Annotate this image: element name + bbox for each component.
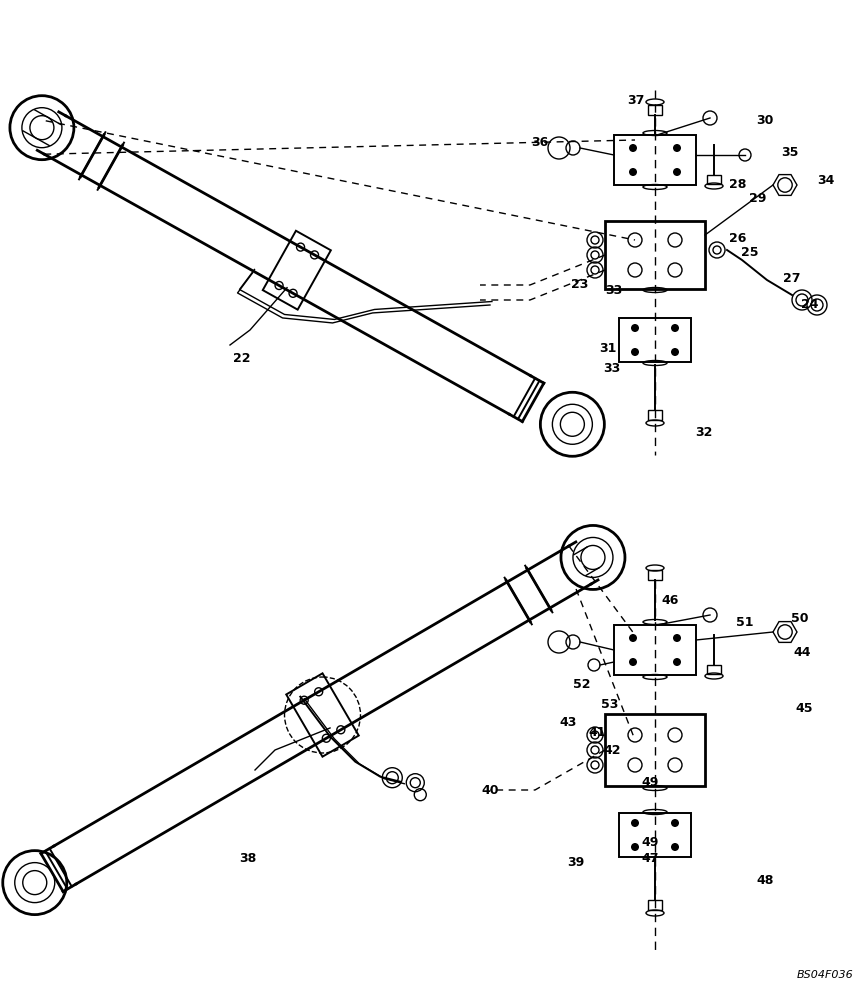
Bar (648, 410, 662, 420)
Bar (619, 813, 691, 857)
Circle shape (297, 243, 305, 251)
Text: 48: 48 (756, 874, 773, 886)
Bar (707, 175, 721, 184)
Circle shape (322, 734, 331, 742)
Circle shape (673, 144, 681, 152)
Circle shape (671, 819, 679, 827)
Circle shape (631, 843, 639, 851)
Text: 41: 41 (589, 726, 606, 738)
Text: 37: 37 (628, 94, 645, 106)
Bar (619, 318, 691, 362)
Text: 34: 34 (818, 174, 835, 186)
Circle shape (631, 348, 639, 356)
Bar (648, 900, 662, 910)
Bar (605, 221, 705, 289)
Text: BS04F036: BS04F036 (796, 970, 853, 980)
Text: 30: 30 (756, 113, 773, 126)
Bar (605, 714, 705, 786)
Circle shape (629, 634, 637, 642)
Circle shape (671, 348, 679, 356)
Circle shape (671, 324, 679, 332)
Circle shape (671, 843, 679, 851)
Text: 38: 38 (240, 852, 257, 864)
Text: 43: 43 (559, 716, 576, 730)
Text: 32: 32 (695, 426, 713, 438)
Text: 51: 51 (736, 615, 753, 629)
Text: 25: 25 (741, 245, 759, 258)
Circle shape (673, 168, 681, 176)
Circle shape (631, 324, 639, 332)
Text: 33: 33 (605, 284, 622, 296)
Bar (648, 570, 662, 580)
Circle shape (629, 168, 637, 176)
Text: 45: 45 (795, 702, 812, 714)
Bar (614, 625, 696, 675)
Text: 22: 22 (233, 352, 251, 364)
Circle shape (673, 658, 681, 666)
Text: 49: 49 (641, 836, 659, 848)
Text: 50: 50 (792, 611, 809, 624)
Circle shape (311, 251, 319, 259)
Text: 27: 27 (783, 271, 801, 284)
Text: 29: 29 (749, 192, 766, 205)
Text: 23: 23 (571, 278, 589, 292)
Text: 44: 44 (793, 646, 811, 658)
Circle shape (315, 688, 323, 696)
Text: 28: 28 (729, 178, 746, 192)
Circle shape (629, 658, 637, 666)
Text: 36: 36 (531, 135, 549, 148)
Circle shape (300, 696, 308, 704)
Text: 26: 26 (729, 232, 746, 244)
Circle shape (631, 819, 639, 827)
Text: 39: 39 (568, 856, 585, 868)
Text: 53: 53 (602, 698, 619, 712)
Circle shape (289, 289, 297, 297)
Circle shape (629, 144, 637, 152)
Text: 49: 49 (641, 776, 659, 788)
Circle shape (673, 634, 681, 642)
Text: 33: 33 (603, 361, 621, 374)
Text: 42: 42 (603, 744, 621, 756)
Text: 24: 24 (801, 298, 819, 312)
Text: 35: 35 (781, 145, 799, 158)
Text: 47: 47 (641, 852, 659, 864)
Bar (614, 135, 696, 185)
Bar (707, 665, 721, 674)
Circle shape (275, 281, 283, 289)
Text: 40: 40 (481, 784, 499, 796)
Text: 46: 46 (661, 593, 679, 606)
Bar (648, 105, 662, 115)
Text: 52: 52 (573, 678, 591, 692)
Circle shape (337, 726, 345, 734)
Text: 31: 31 (599, 342, 616, 355)
